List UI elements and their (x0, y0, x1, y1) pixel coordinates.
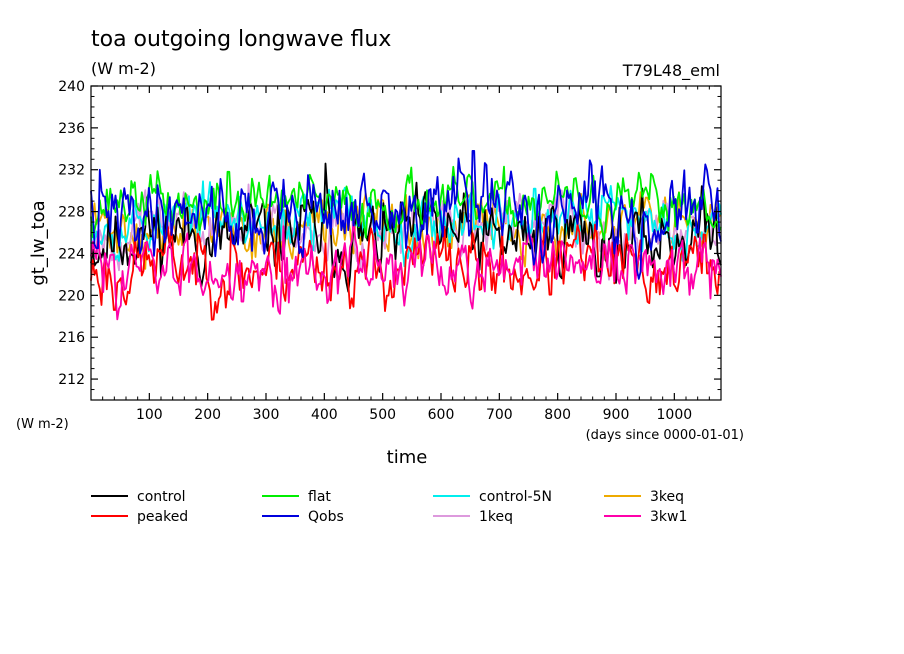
series-line-control (90, 162, 722, 293)
legend-label-Qobs: Qobs (308, 509, 344, 525)
y-tick-label: 224 (58, 246, 85, 262)
legend: control peaked flat Qobs control-5N 1keq 3keq 3… (91, 489, 687, 525)
legend-label-3kw1: 3kw1 (650, 509, 687, 525)
y-tick-label: 232 (58, 163, 85, 179)
legend-label-1keq: 1keq (479, 509, 513, 525)
legend-label-control: control (137, 489, 186, 505)
x-tick-label: 1000 (657, 407, 693, 423)
y-tick-label: 212 (58, 372, 85, 388)
y-tick-label: 220 (58, 288, 85, 304)
x-tick-label: 300 (253, 407, 280, 423)
x-axis: 100 200 300 400 500 600 700 800 900 1000 (102, 86, 710, 423)
y-tick-label: 236 (58, 121, 85, 137)
legend-label-control-5N: control-5N (479, 489, 552, 505)
run-label: T79L48_eml (622, 61, 720, 81)
x-axis-unit: (days since 0000-01-01) (586, 428, 744, 443)
legend-label-peaked: peaked (137, 509, 188, 525)
x-tick-label: 400 (311, 407, 338, 423)
y-axis-unit: (W m-2) (16, 417, 69, 432)
x-tick-label: 100 (136, 407, 163, 423)
legend-label-3keq: 3keq (650, 489, 684, 505)
series-line-Qobs (90, 149, 722, 280)
chart-subtitle: (W m-2) (91, 59, 156, 78)
y-tick-label: 240 (58, 79, 85, 95)
chart-title: toa outgoing longwave flux (91, 27, 391, 52)
x-tick-label: 500 (369, 407, 396, 423)
x-tick-label: 700 (486, 407, 513, 423)
x-axis-label: time (387, 447, 428, 468)
series-line-flat (90, 165, 722, 241)
y-axis-label: gt_lw_toa (28, 200, 49, 285)
y-axis: 212 216 220 224 228 232 236 240 (58, 79, 721, 391)
x-tick-label: 800 (544, 407, 571, 423)
x-tick-label: 900 (603, 407, 630, 423)
series-layer (90, 149, 722, 321)
y-tick-label: 216 (58, 330, 85, 346)
x-tick-label: 600 (428, 407, 455, 423)
x-tick-label: 200 (194, 407, 221, 423)
legend-label-flat: flat (308, 489, 331, 505)
y-tick-label: 228 (58, 205, 85, 221)
